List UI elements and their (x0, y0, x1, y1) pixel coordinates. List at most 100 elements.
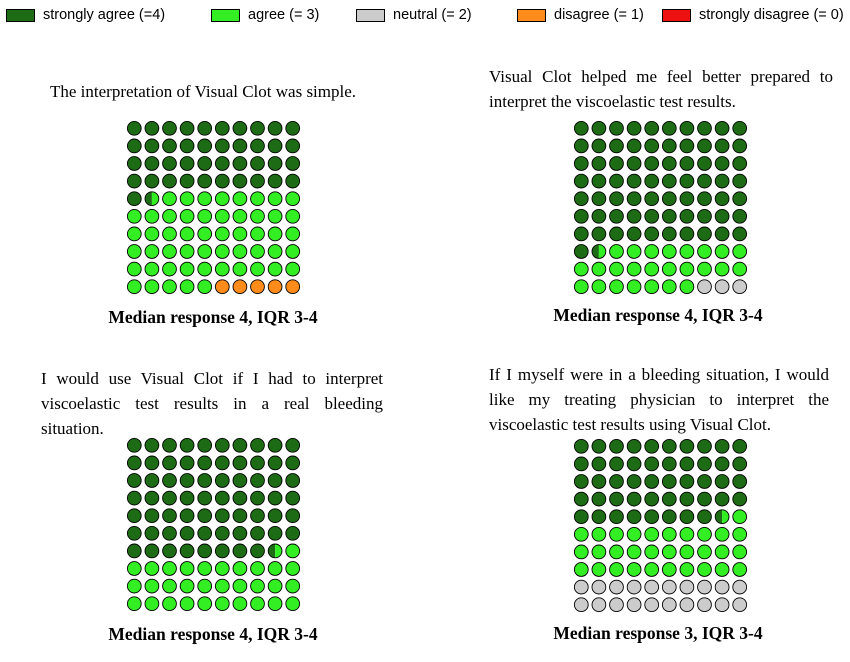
panel-4-dot (609, 526, 624, 542)
panel-3-dot (250, 578, 265, 594)
panel-1-dot (126, 120, 142, 136)
panel-3-dot (126, 525, 142, 541)
panel-4-dot (626, 509, 642, 525)
panel-2-dot (732, 120, 748, 136)
panel-1-dot (144, 138, 160, 154)
panel-2-dot (679, 226, 695, 242)
panel-2-dot (609, 244, 624, 259)
panel-1-dot (126, 173, 142, 189)
panel-1-dot (250, 191, 265, 207)
panel-3-dot (232, 437, 248, 453)
panel-3-dot (214, 525, 230, 541)
panel-4-dot-right-half (722, 509, 729, 524)
panel-1-dot-right-half (151, 191, 159, 206)
panel-4-dot (679, 562, 695, 577)
panel-2-dot (626, 244, 642, 259)
panel-4-dot (644, 491, 660, 507)
panel-4-dot (609, 562, 624, 577)
panel-2-dot (573, 279, 589, 295)
panel-2-dot (573, 120, 589, 136)
panel-3-dot (232, 561, 248, 576)
panel-3-dot (250, 525, 265, 541)
panel-2-dot (591, 261, 607, 277)
panel-1-dot (285, 120, 301, 136)
legend-label-disagree: disagree (= 1) (554, 7, 644, 23)
panel-4-dot-outline (714, 509, 730, 525)
panel-3-dot (285, 543, 301, 559)
panel-3-dot (197, 578, 213, 594)
panel-4-dot (644, 597, 660, 613)
panel-2-dot (609, 279, 624, 295)
panel-1-question: The interpretation of Visual Clot was si… (50, 82, 357, 101)
panel-1-dot (197, 120, 213, 136)
panel-3-dot (232, 543, 248, 559)
panel-2-question: Visual Clot helped me feel better prepar… (489, 67, 833, 111)
panel-2-dot (591, 138, 607, 154)
panel-4-dot (573, 562, 589, 577)
panel-3-dot (197, 508, 213, 524)
panel-3-dot (250, 543, 265, 559)
panel-1-dot (162, 226, 177, 242)
panel-2-dot (697, 120, 712, 136)
panel-2-dot (679, 244, 695, 259)
panel-3-dot (267, 578, 283, 594)
panel-3-dot (144, 473, 160, 488)
panel-1-dot (162, 208, 177, 224)
panel-3-dot (250, 437, 265, 453)
panel-1-dot (285, 244, 301, 259)
panel-3-dot (267, 596, 283, 612)
panel-3-dot (162, 561, 177, 576)
panel-1-dot (162, 261, 177, 277)
panel-4-dot (732, 597, 748, 613)
panel-3-dot (214, 508, 230, 524)
panel-3-dot (162, 596, 177, 612)
panel-2-dot (573, 226, 589, 242)
panel-2-dot (679, 173, 695, 189)
panel-4-dot (732, 579, 748, 595)
panel-4-dot (661, 562, 677, 577)
panel-2-dot (644, 244, 660, 259)
panel-1-dot (285, 261, 301, 277)
panel-1-dot (197, 261, 213, 277)
panel-2-dot (626, 191, 642, 207)
panel-1-dot (144, 226, 160, 242)
panel-4-dot (573, 474, 589, 489)
panel-4-dot (626, 597, 642, 613)
panel-4-dot (661, 526, 677, 542)
panel-1-dot (214, 244, 230, 259)
panel-2-dot (591, 173, 607, 189)
panel-3-dot (285, 455, 301, 471)
panel-2-dot (697, 208, 712, 224)
legend-label-agree: agree (= 3) (248, 7, 320, 23)
panel-4-dot (714, 438, 730, 454)
panel-3-dot (267, 490, 283, 506)
panel-2-dot (679, 156, 695, 171)
panel-2-dot (573, 138, 589, 154)
panel-1-dot (214, 261, 230, 277)
panel-3-dot-outline (267, 543, 283, 559)
panel-3-dot (285, 561, 301, 576)
panel-3-dot (232, 508, 248, 524)
panel-3-dot (250, 508, 265, 524)
panel-3-dot (197, 473, 213, 488)
panel-2-dot (661, 208, 677, 224)
legend-swatch-strongly-disagree (662, 8, 691, 22)
panel-2-dot (573, 173, 589, 189)
panel-4-dot (644, 474, 660, 489)
panel-4-dot (732, 474, 748, 489)
panel-4-dot (732, 509, 748, 525)
legend: strongly agree (=4) agree (= 3) neutral … (0, 0, 850, 30)
panel-1-dot (214, 279, 230, 295)
panel-3-dot (197, 455, 213, 471)
panel-1-dot (267, 156, 283, 171)
panel-1-dot (285, 156, 301, 171)
panel-4-dot (661, 491, 677, 507)
panel-3-dot (144, 561, 160, 576)
panel-4-dot (573, 597, 589, 613)
panel-2-dot (661, 173, 677, 189)
panel-2-waffle-chart (573, 120, 748, 295)
legend-swatch-strongly-agree (6, 8, 35, 22)
panel-3-dot (285, 596, 301, 612)
panel-3-question: I would use Visual Clot if I had to inte… (41, 369, 383, 438)
panel-1-dot (285, 138, 301, 154)
